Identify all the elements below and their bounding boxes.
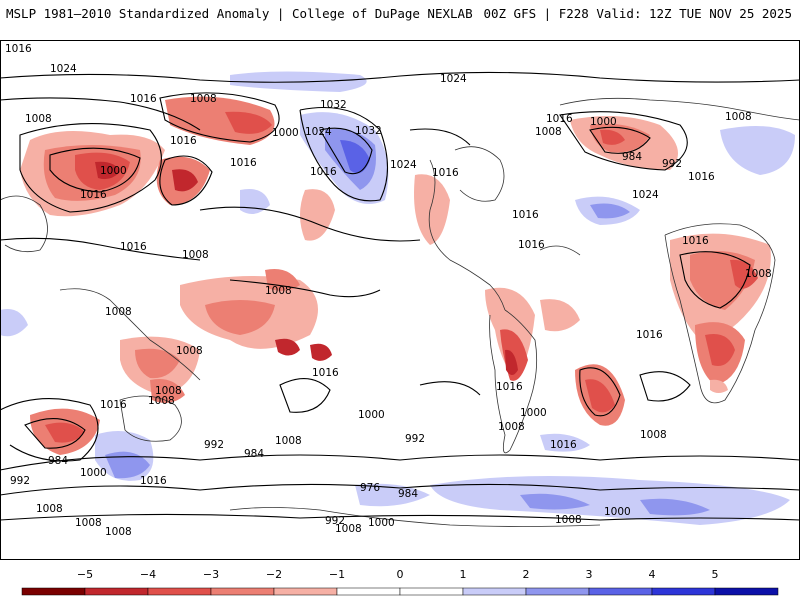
colorbar-segment [462,587,527,596]
isobar-label: 992 [10,475,30,487]
isobar-label: 1008 [36,503,63,515]
isobar-label: 1016 [546,113,573,125]
isobar-label: 1008 [182,249,209,261]
colorbar-tick-label: 3 [586,568,593,581]
isobar-label: 1008 [498,421,525,433]
isobar-label: 1016 [312,367,339,379]
isobar-label: 1008 [176,345,203,357]
isobar-label: 1016 [80,189,107,201]
isobar-label: 1024 [632,189,659,201]
colorbar-segment [588,587,653,596]
isobar-label: 1016 [130,93,157,105]
coastlines [0,97,800,527]
colorbar-tick-label: 5 [712,568,719,581]
isobar-label: 992 [204,439,224,451]
colorbar-tick-label: −1 [329,568,345,581]
colorbar-segment [651,587,716,596]
isobar-label: 1008 [105,526,132,538]
isobar-label: 1016 [550,439,577,451]
colorbar-tick-label: 4 [649,568,656,581]
isobar-label: 1008 [25,113,52,125]
isobar-label: 1008 [265,285,292,297]
isobar-label: 1008 [640,429,667,441]
isobar-label: 1008 [745,268,772,280]
colorbar-tick-label: −3 [203,568,219,581]
colorbar-segment [84,587,149,596]
isobar-label: 1008 [535,126,562,138]
isobar-label: 1016 [310,166,337,178]
isobar-label: 1032 [355,125,382,137]
colorbar-segment [525,587,590,596]
isobar-label: 1008 [105,306,132,318]
isobar-label: 1024 [440,73,467,85]
isobar-label: 1016 [432,167,459,179]
isobar-label: 1000 [590,116,617,128]
colorbar-segment [210,587,275,596]
colorbar-segment [336,587,401,596]
isobar-label: 1016 [170,135,197,147]
isobar-label: 992 [662,158,682,170]
colorbar-segment [714,587,779,596]
colorbar-segment [21,587,86,596]
isobar-label: 1016 [120,241,147,253]
isobar-label: 1024 [390,159,417,171]
model-run-info: 00Z GFS | F228 Valid: 12Z TUE NOV 25 202… [483,6,792,21]
isobar-label: 1000 [100,165,127,177]
isobar-label: 1024 [50,63,77,75]
isobar-label: 1016 [230,157,257,169]
isobar-label: 1016 [5,43,32,55]
isobar-label: 992 [405,433,425,445]
isobar-label: 1016 [682,235,709,247]
isobar-label: 984 [622,151,642,163]
isobar-label: 1008 [725,111,752,123]
colorbar-segment [273,587,338,596]
isobar-label: 1016 [100,399,127,411]
isobar-label: 1032 [320,99,347,111]
colorbar-tick-label: 1 [460,568,467,581]
isobar-label: 1016 [140,475,167,487]
anomaly-colorbar: −5 −4 −3 −2 −1 0 1 2 3 4 5 [21,568,779,596]
isobar-label: 984 [244,448,264,460]
isobar-label: 984 [398,488,418,500]
isobar-label: 1008 [335,523,362,535]
colorbar-segment [147,587,212,596]
colorbar-tick-label: 0 [397,568,404,581]
isobar-label: 1008 [190,93,217,105]
isobar-label: 1000 [604,506,631,518]
isobar-label: 1000 [368,517,395,529]
colorbar-tick-label: 2 [523,568,530,581]
isobar-label: 1008 [148,395,175,407]
isobars [0,71,800,521]
isobar-labels: 1024 1024 1016 1008 1008 1032 1032 1000 … [5,43,772,538]
isobar-label: 1024 [305,126,332,138]
colorbar-tick-label: −5 [77,568,93,581]
isobar-label: 1008 [275,435,302,447]
isobar-label: 984 [48,455,68,467]
isobar-label: 1000 [358,409,385,421]
isobar-label: 1008 [155,385,182,397]
isobar-label: 1008 [75,517,102,529]
isobar-label: 976 [360,482,380,494]
isobar-label: 1000 [272,127,299,139]
isobar-label: 1016 [636,329,663,341]
mslp-anomaly-map: 1024 1024 1016 1008 1008 1032 1032 1000 … [0,40,800,560]
map-title: MSLP 1981–2010 Standardized Anomaly | Co… [6,6,473,21]
isobar-label: 1008 [555,514,582,526]
colorbar-tick-label: −4 [140,568,156,581]
isobar-label: 1000 [520,407,547,419]
isobar-label: 1000 [80,467,107,479]
isobar-label: 992 [325,515,345,527]
isobar-label: 1016 [512,209,539,221]
colorbar-segment [399,587,464,596]
isobar-label: 1016 [518,239,545,251]
isobar-label: 1016 [496,381,523,393]
isobar-label: 1016 [688,171,715,183]
anomaly-shading [0,71,795,525]
colorbar-tick-label: −2 [266,568,282,581]
